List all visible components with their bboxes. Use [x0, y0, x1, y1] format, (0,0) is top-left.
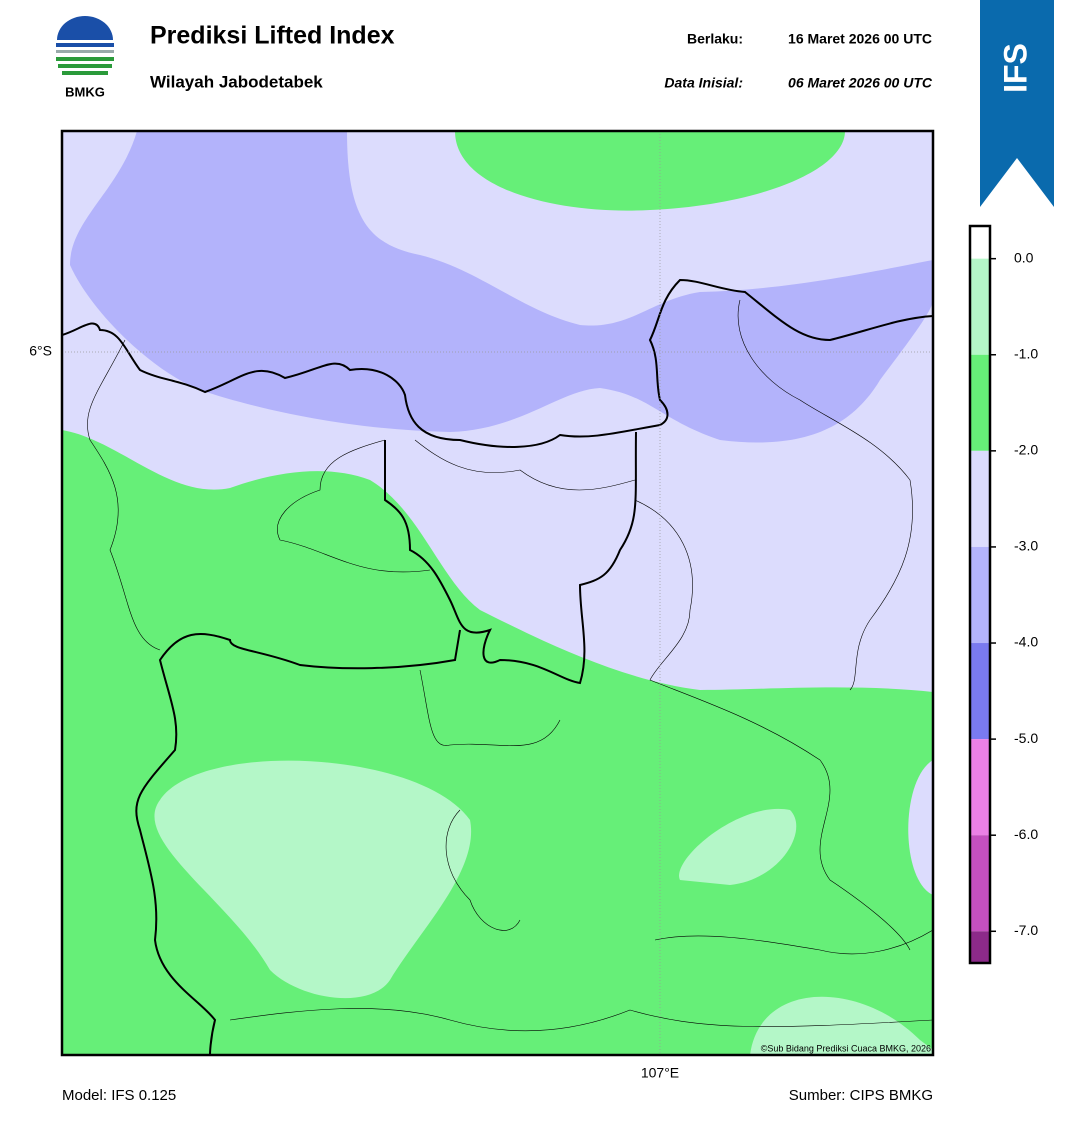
init-date: 06 Maret 2026 00 UTC [788, 75, 933, 91]
colorbar-tick-label: -6.0 [1014, 826, 1038, 842]
map-area [62, 131, 933, 1055]
logo-text: BMKG [65, 84, 105, 99]
colorbar: 0.0 -1.0 -2.0 -3.0 -4.0 -5.0 -6.0 -7.0 [968, 224, 1038, 965]
colorbar-segment [970, 835, 990, 932]
colorbar-segment [970, 739, 990, 836]
colorbar-tick-label: -4.0 [1014, 634, 1038, 650]
colorbar-frame [968, 224, 992, 965]
valid-label: Berlaku: [687, 31, 743, 47]
colorbar-segment [970, 643, 990, 740]
colorbar-segment [970, 450, 990, 547]
colorbar-segment [970, 546, 990, 644]
colorbar-tick-label: -1.0 [1014, 345, 1038, 361]
colorbar-tick-label: -2.0 [1014, 442, 1038, 458]
title: Prediksi Lifted Index [150, 22, 395, 50]
colorbar-tick-label: -3.0 [1014, 538, 1038, 554]
colorbar-tick-label: 0.0 [1014, 249, 1034, 265]
map-frame [60, 129, 935, 1057]
subtitle: Wilayah Jabodetabek [150, 72, 323, 91]
colorbar-tick-label: -5.0 [1014, 730, 1038, 746]
colorbar-tick-label: -7.0 [1014, 922, 1038, 938]
credit: ©Sub Bidang Prediksi Cuaca BMKG, 2026 [761, 1043, 931, 1053]
colorbar-segment [970, 354, 990, 451]
colorbar-segment [970, 258, 990, 355]
model-label: Model: IFS 0.125 [62, 1087, 176, 1104]
badge [980, 0, 1054, 207]
lat-label: 6°S [29, 343, 52, 359]
colorbar-segment [970, 931, 990, 963]
source-label: Sumber: CIPS BMKG [789, 1087, 933, 1104]
valid-date: 16 Maret 2026 00 UTC [788, 31, 932, 47]
badge-text: IFS [997, 43, 1033, 93]
lon-label: 107°E [641, 1065, 679, 1081]
colorbar-segment [970, 226, 990, 259]
init-label: Data Inisial: [664, 75, 743, 91]
logo [56, 16, 114, 75]
